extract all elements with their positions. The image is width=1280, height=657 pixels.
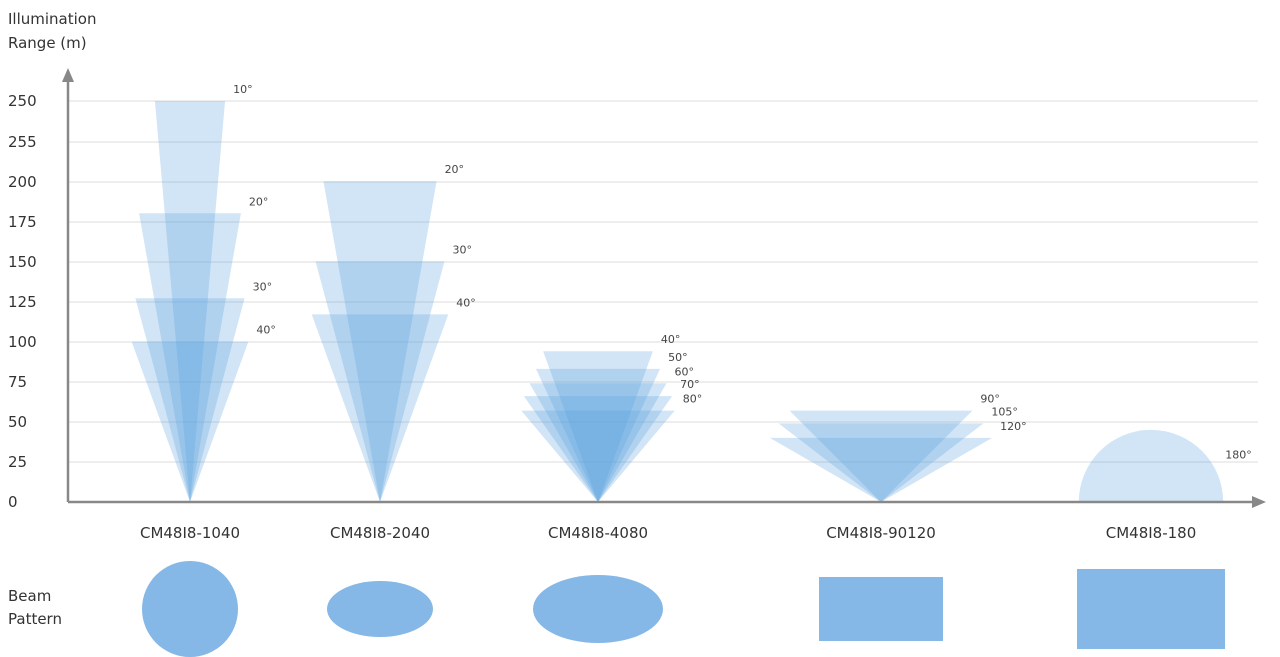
- y-tick-label: 200: [8, 173, 37, 191]
- beam-cone: [521, 410, 675, 502]
- y-tick-label: 0: [8, 493, 18, 511]
- beam-cone: [535, 368, 661, 502]
- y-axis-title-line-1: Illumination: [8, 10, 96, 28]
- beam-pattern-rectangle: [1077, 569, 1225, 649]
- beam-cone: [315, 261, 445, 502]
- beam-cone: [311, 314, 449, 502]
- beam-pattern-shapes: [142, 561, 1225, 657]
- beam-pattern-ellipse: [533, 575, 663, 643]
- y-axis-arrow: [62, 68, 74, 82]
- beam-cones: [131, 101, 1224, 502]
- y-tick-label: 25: [8, 453, 27, 471]
- angle-label: 120°: [1000, 420, 1027, 433]
- angle-label: 80°: [683, 393, 703, 406]
- beam-pattern-legend: Beam Pattern: [8, 587, 62, 628]
- angle-label: 20°: [249, 195, 269, 208]
- y-tick-label: 250: [8, 92, 37, 110]
- beam-cone: [135, 298, 245, 502]
- beam-pattern-label-line-1: Beam: [8, 587, 51, 605]
- y-tick-label: 150: [8, 253, 37, 271]
- beam-cone: [154, 101, 226, 502]
- beam-cone: [543, 351, 653, 502]
- y-tick-labels: 0 25 50 75 100 125 150 175 200 255 250: [8, 92, 37, 511]
- angle-label: 10°: [233, 83, 253, 96]
- angle-label: 40°: [256, 324, 276, 337]
- angle-label: 40°: [456, 296, 476, 309]
- beam-cone: [323, 181, 437, 502]
- angle-label: 20°: [445, 163, 465, 176]
- beam-pattern-label-line-2: Pattern: [8, 610, 62, 628]
- category-label: CM48I8-4080: [548, 524, 648, 542]
- beam-cone: [789, 410, 973, 502]
- angle-label: 30°: [452, 243, 472, 256]
- y-axis-title-line-2: Range (m): [8, 34, 87, 52]
- y-tick-label: 75: [8, 373, 27, 391]
- angle-label: 50°: [668, 351, 688, 364]
- angle-label: 180°: [1225, 449, 1252, 462]
- angle-label: 105°: [991, 405, 1018, 418]
- y-tick-label: 175: [8, 213, 37, 231]
- beam-pattern-ellipse: [327, 581, 433, 637]
- category-label: CM48I8-180: [1106, 524, 1197, 542]
- angle-label: 40°: [661, 333, 681, 346]
- angle-label: 90°: [980, 393, 1000, 406]
- category-labels: CM48I8-1040 CM48I8-2040 CM48I8-4080 CM48I8-…: [140, 524, 1196, 542]
- category-label: CM48I8-90120: [826, 524, 936, 542]
- y-axis-title: Illumination Range (m): [8, 10, 96, 52]
- beam-cone: [529, 383, 667, 502]
- beam-cone: [778, 423, 984, 502]
- angle-label: 30°: [253, 280, 272, 293]
- y-tick-label: 100: [8, 333, 37, 351]
- angle-label: 70°: [680, 378, 700, 391]
- y-tick-label: 255: [8, 133, 37, 151]
- beam-pattern-rectangle: [819, 577, 943, 641]
- x-axis-arrow: [1252, 496, 1266, 508]
- category-label: CM48I8-1040: [140, 524, 240, 542]
- gridlines: [68, 100, 1258, 463]
- beam-cone: [523, 396, 673, 502]
- beam-cone: [769, 437, 993, 502]
- y-tick-label: 50: [8, 413, 27, 431]
- y-tick-label: 125: [8, 293, 37, 311]
- beam-pattern-circle: [142, 561, 238, 657]
- angle-label: 60°: [675, 365, 695, 378]
- beam-cone: [1078, 429, 1224, 502]
- beam-cone: [139, 213, 241, 502]
- category-label: CM48I8-2040: [330, 524, 430, 542]
- angle-labels: 10°20°30°40°20°30°40°40°50°60°70°80° 90°1…: [233, 83, 1252, 462]
- beam-cone: [131, 341, 249, 502]
- axes: [62, 68, 1266, 508]
